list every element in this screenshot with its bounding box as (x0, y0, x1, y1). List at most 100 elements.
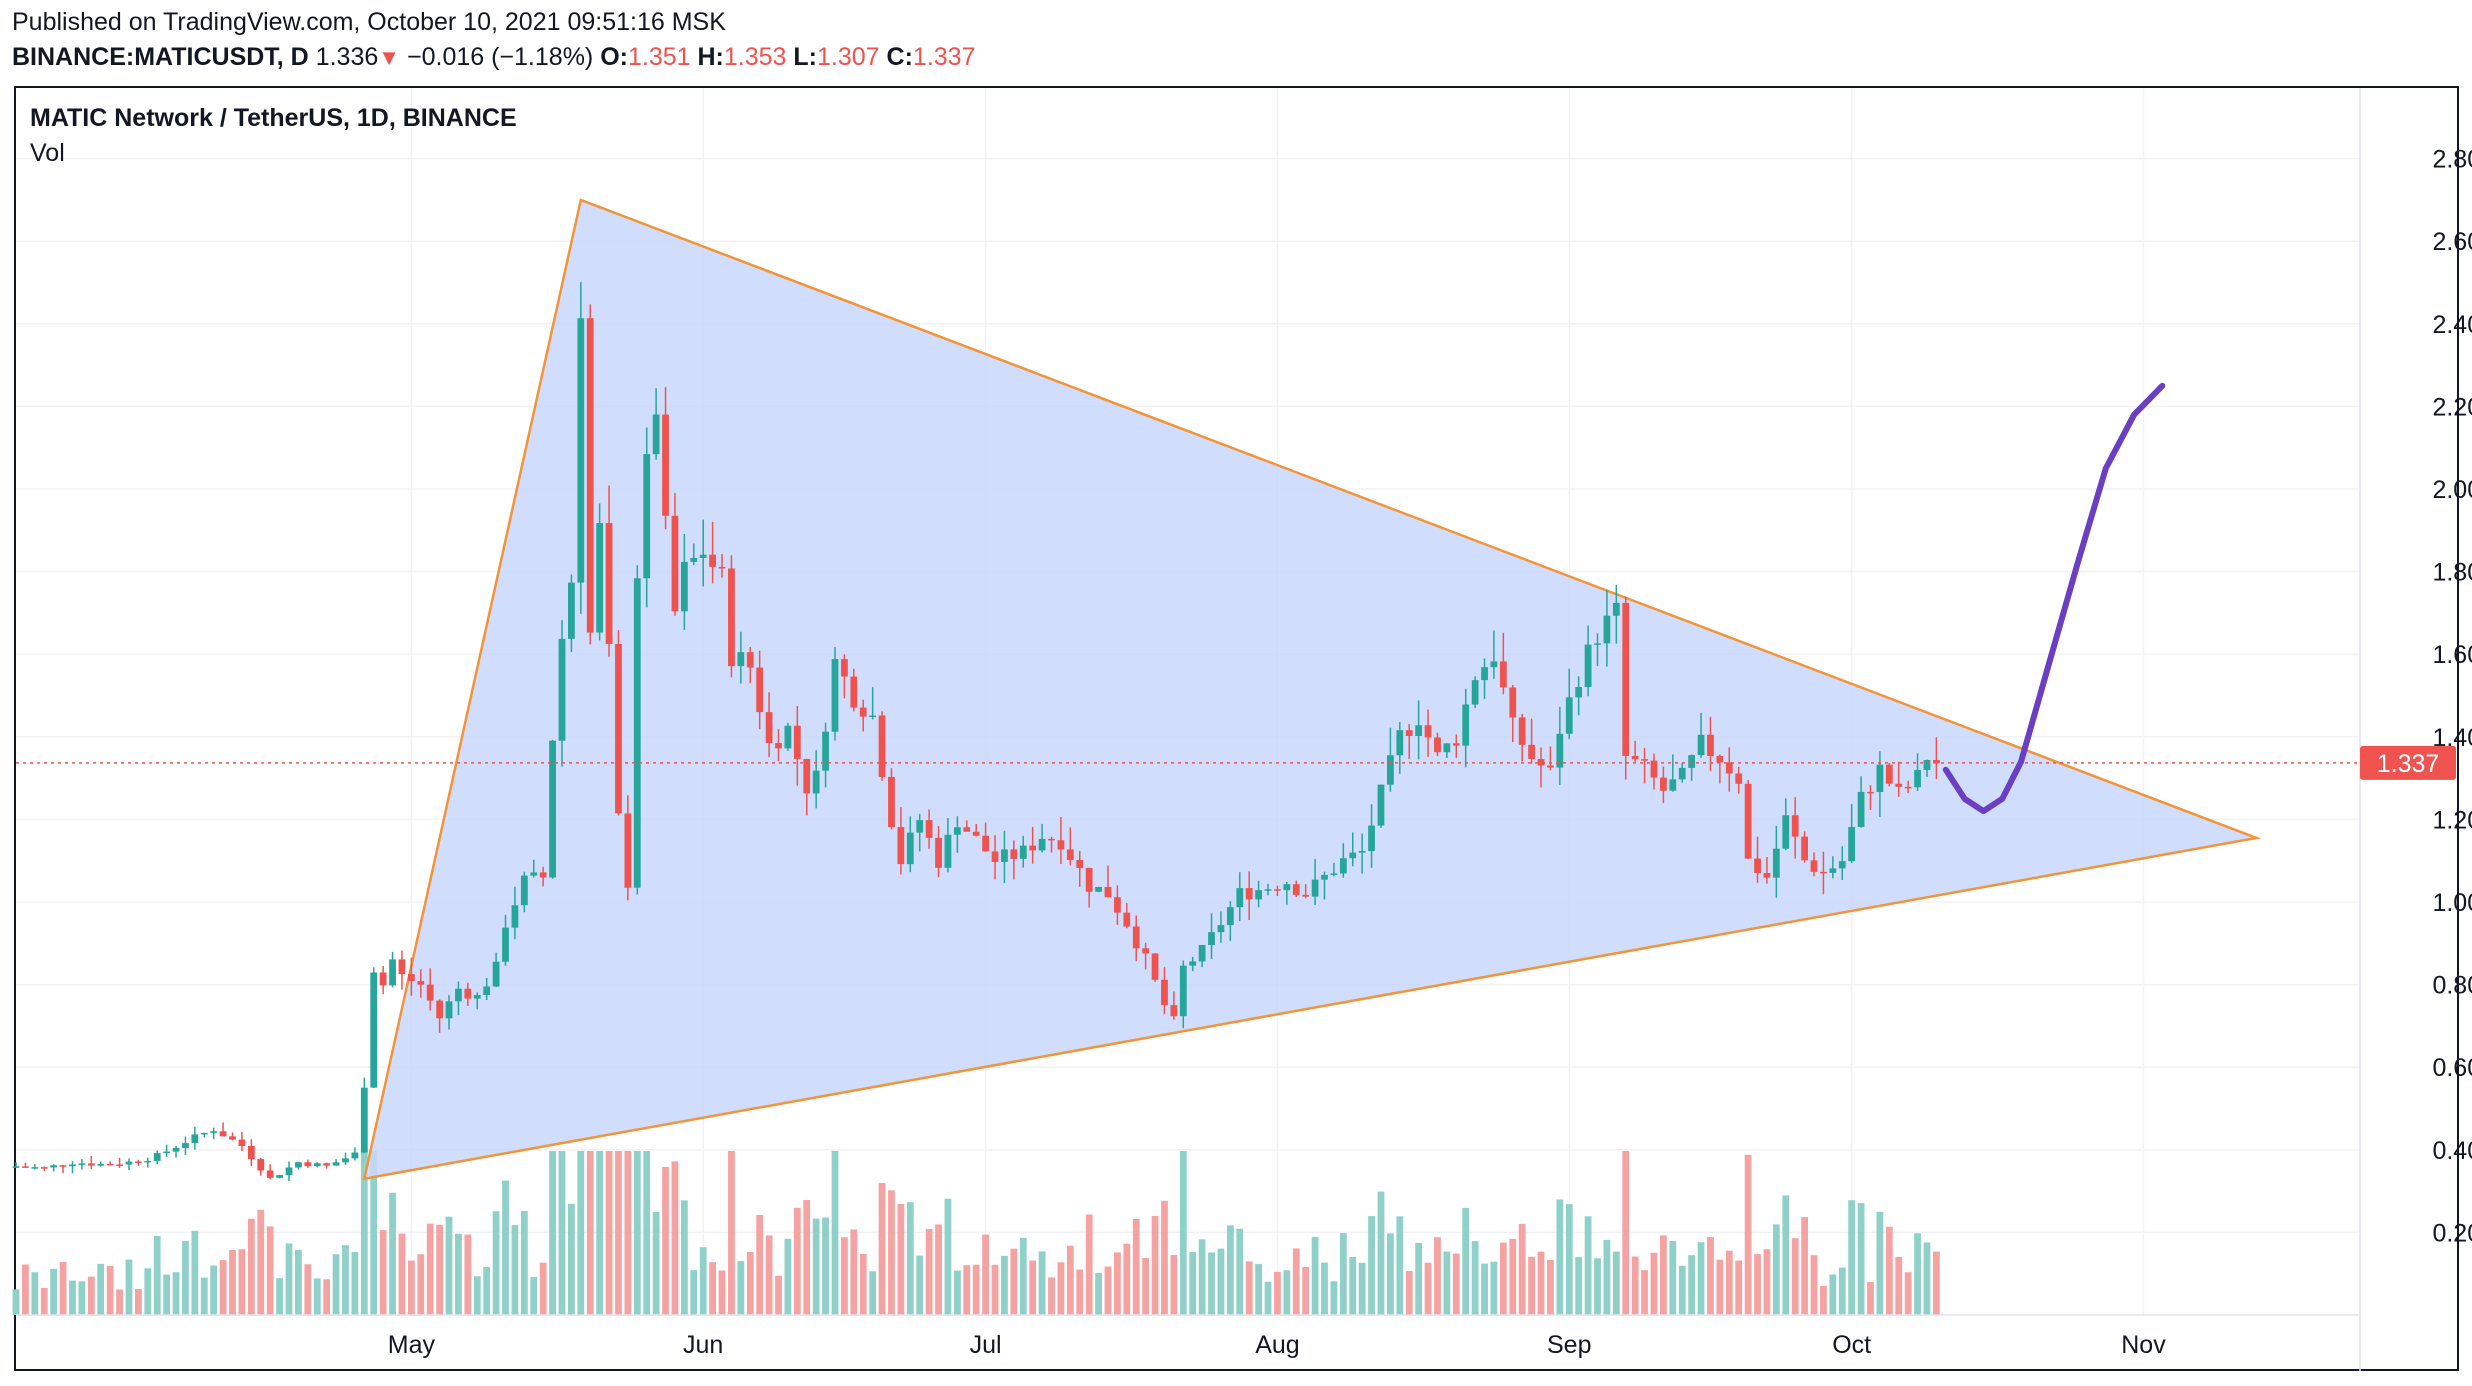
candle-body (1923, 760, 1931, 770)
y-tick-label: 2.800 (2432, 146, 2472, 174)
candle-body (238, 1139, 246, 1146)
volume-bar (1932, 1251, 1940, 1315)
candle-body (1914, 769, 1921, 788)
volume-bar (31, 1272, 39, 1315)
x-tick-label: Aug (1255, 1331, 1299, 1359)
volume-bar (1142, 1258, 1150, 1315)
candle-body (210, 1131, 218, 1133)
volume-bar (1321, 1262, 1328, 1315)
candle-body (869, 715, 877, 717)
x-tick-label: Oct (1832, 1331, 1871, 1359)
volume-bar (1179, 1151, 1187, 1315)
volume-bar (1066, 1245, 1074, 1315)
y-tick-label: 2.400 (2432, 311, 2472, 339)
candle-body (1735, 773, 1743, 784)
projection-curve[interactable] (1942, 382, 2166, 815)
candle-body (332, 1162, 340, 1166)
candle-body (982, 835, 989, 852)
volume-bar (1641, 1270, 1648, 1315)
volume-bar (1810, 1255, 1818, 1315)
volume-bar (1801, 1217, 1808, 1315)
candle-body (1838, 861, 1846, 869)
candle-body (313, 1163, 321, 1167)
volume-bar (247, 1218, 255, 1315)
volume-bar (1820, 1285, 1827, 1315)
volume-bar (906, 1202, 914, 1315)
candle-body (1801, 836, 1808, 861)
symbol-label[interactable]: BINANCE:MATICUSDT, D (12, 43, 309, 71)
triangle-pattern[interactable] (362, 198, 2262, 1181)
candle-body (953, 827, 961, 835)
volume-bar (1509, 1238, 1517, 1315)
candle-body (1189, 961, 1197, 966)
candle-body (1678, 767, 1686, 780)
candle-body (520, 875, 528, 906)
y-tick-label: 2.200 (2432, 393, 2472, 421)
candle-body (1810, 860, 1818, 872)
candle-body (1377, 784, 1385, 826)
candle-body (662, 414, 669, 516)
candle-body (247, 1145, 255, 1160)
volume-bar (1161, 1200, 1168, 1315)
candle-body (1584, 644, 1592, 688)
volume-bar (87, 1276, 95, 1315)
volume-bar (1594, 1258, 1601, 1315)
volume-bar (718, 1270, 726, 1315)
candle-body (1179, 965, 1187, 1017)
volume-bar (1057, 1262, 1065, 1315)
y-tick-label: 0.200 (2432, 1219, 2472, 1247)
candle-body (1226, 907, 1234, 926)
candle-body (1744, 783, 1752, 859)
candle-body (577, 318, 585, 583)
candle-body (163, 1151, 171, 1154)
candle-body (935, 837, 942, 868)
volume-bar (1499, 1242, 1507, 1315)
volume-bar (831, 1151, 839, 1315)
candle-body (182, 1143, 189, 1148)
volume-bar (1754, 1254, 1761, 1315)
price-value: 1.336 (315, 43, 379, 71)
candle-body (445, 1001, 453, 1019)
candle-body (906, 832, 914, 865)
volume-bar (784, 1238, 792, 1315)
candle-body (323, 1163, 331, 1166)
candle-body (1499, 661, 1507, 688)
volume-bar (1867, 1281, 1874, 1315)
candle-body (1292, 884, 1300, 895)
volume-bar (22, 1264, 29, 1315)
volume-bar (1255, 1264, 1262, 1315)
candle-body (1085, 867, 1093, 892)
volume-bar (1302, 1266, 1310, 1315)
volume-bar (163, 1274, 171, 1315)
candle-body (1885, 764, 1893, 784)
volume-bar (1189, 1252, 1197, 1315)
volume-bar (502, 1180, 509, 1315)
chart-frame[interactable] (14, 86, 2459, 1371)
close-value: 1.337 (912, 43, 976, 71)
volume-bar (1518, 1223, 1526, 1315)
candle-body (822, 731, 829, 771)
candle-body (1321, 874, 1328, 880)
change-value: −0.016 (−1.18%) (407, 43, 594, 71)
candle-body (492, 961, 500, 987)
candle-body (690, 557, 698, 562)
volume-bar (492, 1211, 500, 1315)
candle-body (1001, 849, 1008, 862)
volume-bars (12, 1151, 1940, 1315)
y-tick-label: 1.600 (2432, 641, 2472, 669)
volume-bar (643, 1151, 651, 1315)
volume-bar (539, 1262, 547, 1315)
candle-body (370, 972, 378, 1088)
candle-body (1349, 852, 1357, 859)
volume-bar (1537, 1251, 1545, 1315)
candle-body (775, 743, 782, 749)
candle-body (1509, 687, 1517, 718)
candle-body (1791, 815, 1799, 837)
volume-bar (125, 1259, 133, 1315)
volume-bar (1170, 1254, 1178, 1315)
candle-body (473, 994, 481, 999)
volume-bar (1368, 1216, 1375, 1315)
volume-bar (1245, 1261, 1253, 1315)
candle-body (1302, 894, 1310, 897)
